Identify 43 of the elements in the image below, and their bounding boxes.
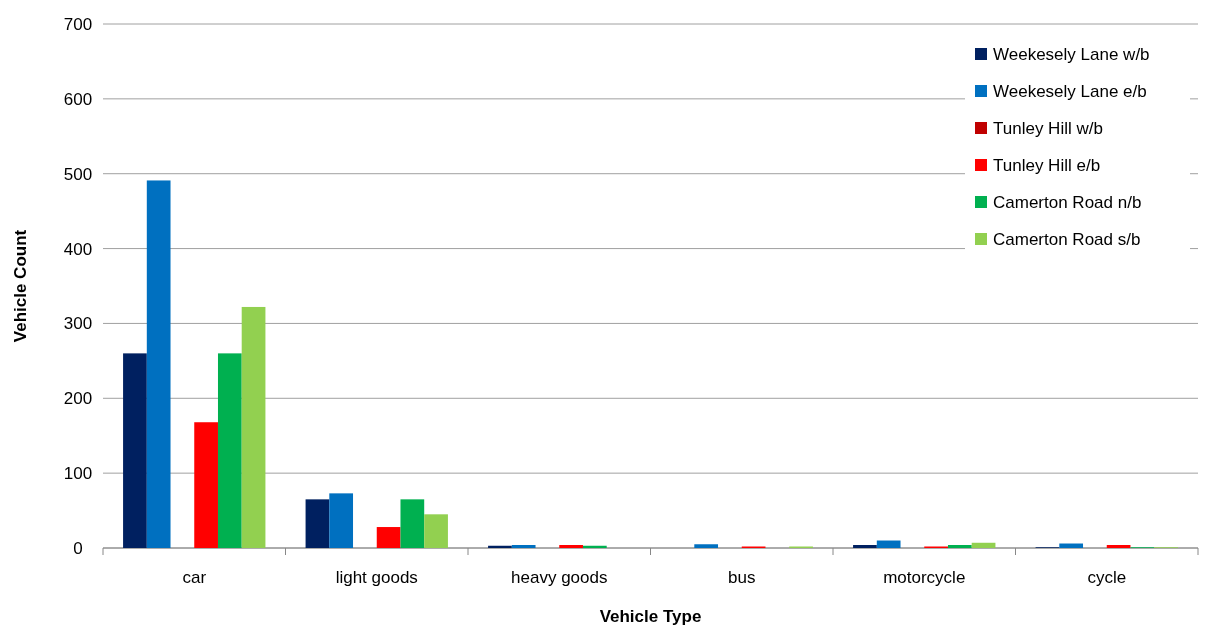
bar bbox=[694, 544, 719, 548]
bar bbox=[400, 499, 425, 548]
bar bbox=[1106, 545, 1131, 548]
bar bbox=[488, 545, 512, 548]
y-tick-label: 0 bbox=[73, 538, 83, 558]
bar bbox=[876, 540, 901, 548]
bar bbox=[582, 545, 607, 548]
legend-label: Weekesely Lane w/b bbox=[993, 44, 1150, 64]
bar bbox=[217, 353, 242, 548]
x-tick-label: heavy goods bbox=[511, 568, 608, 587]
legend-label: Weekesely Lane e/b bbox=[993, 81, 1147, 101]
bar bbox=[123, 353, 147, 548]
legend-label: Tunley Hill e/b bbox=[993, 155, 1101, 175]
bar bbox=[1059, 543, 1084, 548]
bar bbox=[559, 545, 583, 548]
x-tick-label: bus bbox=[728, 568, 756, 587]
y-tick-label: 100 bbox=[63, 464, 93, 484]
x-tick-label: car bbox=[182, 568, 207, 587]
bar bbox=[853, 545, 877, 548]
x-tick-label: motorcycle bbox=[883, 568, 966, 587]
x-tick-label: cycle bbox=[1087, 568, 1127, 587]
bar bbox=[511, 545, 536, 548]
y-tick-label: 300 bbox=[63, 314, 93, 334]
bar bbox=[146, 180, 171, 548]
bar bbox=[241, 306, 266, 548]
bar bbox=[971, 542, 996, 548]
bar bbox=[424, 514, 448, 548]
bar bbox=[194, 422, 218, 548]
y-tick-label: 200 bbox=[63, 389, 93, 409]
legend-label: Camerton Road s/b bbox=[993, 229, 1141, 249]
legend-label: Camerton Road n/b bbox=[993, 192, 1142, 212]
y-tick-label: 500 bbox=[63, 164, 93, 184]
bar bbox=[305, 499, 330, 548]
bar bbox=[376, 527, 401, 548]
y-axis-title: Vehicle Count bbox=[11, 229, 30, 343]
legend-label: Tunley Hill w/b bbox=[993, 118, 1103, 138]
y-tick-label: 700 bbox=[63, 14, 93, 34]
bar bbox=[947, 545, 972, 548]
y-tick-label: 600 bbox=[63, 89, 93, 109]
y-tick-label: 400 bbox=[63, 239, 93, 259]
bar bbox=[329, 493, 354, 548]
x-tick-label: light goods bbox=[335, 568, 418, 587]
x-axis-title: Vehicle Type bbox=[599, 607, 702, 626]
